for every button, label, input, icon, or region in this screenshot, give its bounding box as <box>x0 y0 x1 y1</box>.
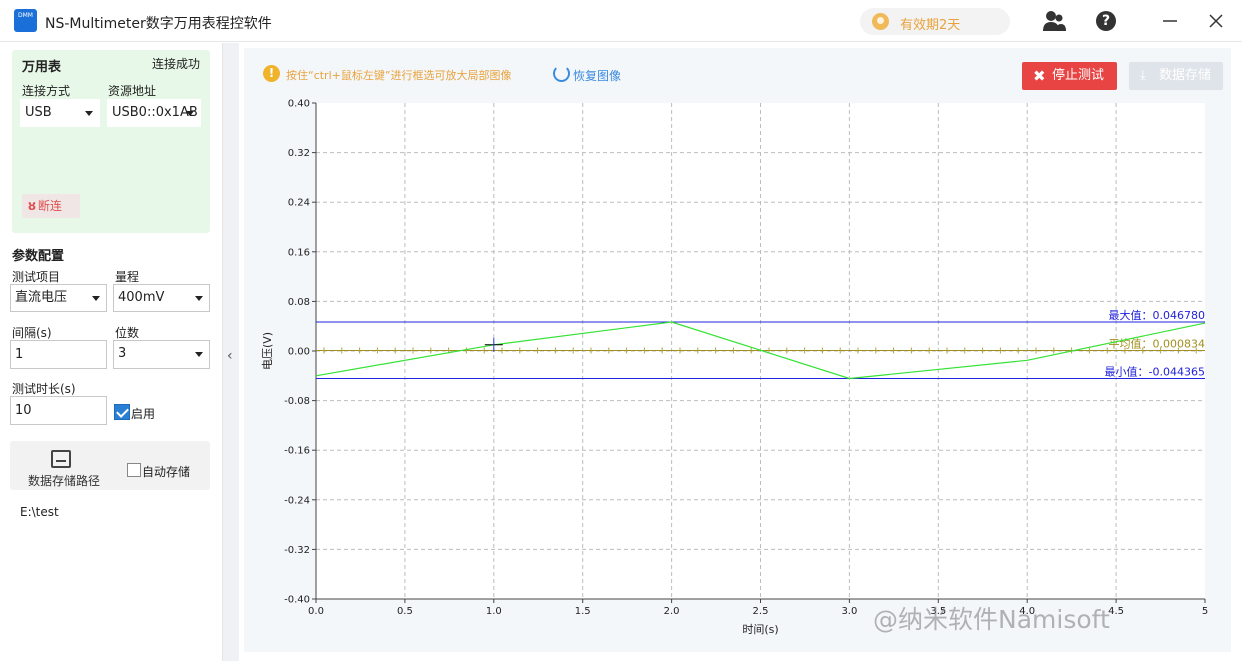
params-title: 参数配置 <box>12 249 65 264</box>
voltage-chart[interactable]: 0.0 0.5 1.0 1.5 2.0 2.5 3.0 3.5 4.0 4.5 5 0.40 0.32 0… <box>244 96 1224 644</box>
range-select[interactable]: 400mV <box>113 284 210 312</box>
license-text: 有效期2天 <box>900 18 961 33</box>
chevron-down-icon <box>195 352 203 357</box>
connection-method-value: USB <box>25 105 52 120</box>
app-title: NS-Multimeter数字万用表程控软件 <box>45 16 272 32</box>
y-tick-label: -0.08 <box>284 396 310 407</box>
chevron-down-icon <box>85 111 93 116</box>
x-tick-label: 1.0 <box>486 606 502 617</box>
voltage-series-line <box>315 321 1206 380</box>
enable-checkbox[interactable] <box>114 404 130 420</box>
reference-label: 最小值：-0.044365 <box>1105 366 1205 379</box>
x-tick-label: 4.0 <box>1019 606 1035 617</box>
chevron-down-icon <box>195 296 203 301</box>
y-tick-label: 0.08 <box>288 297 310 308</box>
interval-input[interactable]: 1 <box>10 340 107 369</box>
storage-path: E:\test <box>20 505 59 519</box>
y-tick-label: 0.24 <box>288 198 310 209</box>
x-axis-label: 时间(s) <box>742 623 778 636</box>
stop-test-label: 停止测试 <box>1052 68 1105 83</box>
y-tick-label: 0.16 <box>288 247 310 258</box>
medal-icon <box>872 13 889 30</box>
close-icon: ✖ <box>1033 67 1046 85</box>
storage-path-button[interactable]: 数据存储路径 <box>28 474 101 488</box>
refresh-icon[interactable] <box>553 65 570 82</box>
range-label: 量程 <box>115 270 140 284</box>
digits-value: 3 <box>118 346 127 361</box>
x-tick-label: 3.0 <box>841 606 857 617</box>
digits-label: 位数 <box>115 326 140 340</box>
x-tick-label: 5 <box>1202 606 1208 617</box>
connection-status: 连接成功 <box>151 57 200 71</box>
save-data-label: 数据存储 <box>1159 68 1212 83</box>
disconnect-button[interactable]: ȣ 断连 <box>22 194 80 218</box>
app-logo-icon: DMM <box>14 9 37 32</box>
digits-select[interactable]: 3 <box>113 340 210 369</box>
x-tick-label: 3.5 <box>930 606 946 617</box>
license-badge[interactable]: 有效期2天 <box>860 8 1010 35</box>
chevron-down-icon <box>92 296 100 301</box>
y-tick-label: -0.16 <box>284 446 310 457</box>
reference-label: 平均值：0.000834 <box>1109 337 1206 350</box>
duration-label: 测试时长(s) <box>12 382 76 396</box>
connection-method-label: 连接方式 <box>22 84 71 98</box>
save-disk-icon[interactable] <box>51 450 71 468</box>
unlink-icon: ȣ <box>28 199 36 213</box>
multimeter-panel: 万用表 连接成功 连接方式 资源地址 USB USB0::0x1AB ȣ 断连 <box>12 50 210 233</box>
x-tick-label: 2.5 <box>753 606 769 617</box>
user-icon[interactable] <box>1042 10 1066 32</box>
save-data-button[interactable]: ⤓ 数据存储 <box>1129 62 1223 90</box>
help-icon[interactable]: ? <box>1096 11 1116 31</box>
range-value: 400mV <box>118 290 165 305</box>
storage-panel: 数据存储路径 自动存储 <box>10 441 210 490</box>
test-item-select[interactable]: 直流电压 <box>10 284 107 312</box>
minimize-icon[interactable] <box>1158 10 1182 32</box>
x-tick-label: 1.5 <box>575 606 591 617</box>
restore-image-button[interactable]: 恢复图像 <box>573 69 622 83</box>
stop-test-button[interactable]: ✖ 停止测试 <box>1022 62 1117 90</box>
y-tick-label: -0.24 <box>284 495 310 506</box>
connection-method-select[interactable]: USB <box>20 99 100 127</box>
title-bar: DMM NS-Multimeter数字万用表程控软件 有效期2天 ? <box>0 0 1242 42</box>
test-item-value: 直流电压 <box>15 290 68 305</box>
reference-label: 最大值：0.046780 <box>1109 308 1206 322</box>
x-tick-label: 0.5 <box>397 606 413 617</box>
resource-address-value: USB0::0x1AB <box>112 105 198 120</box>
y-tick-label: 0.40 <box>288 99 310 110</box>
interval-label: 间隔(s) <box>12 326 52 340</box>
y-tick-label: 0.00 <box>288 347 310 358</box>
chevron-left-icon[interactable]: ‹ <box>227 348 233 364</box>
auto-save-label: 自动存储 <box>142 465 191 479</box>
x-tick-label: 4.5 <box>1108 606 1124 617</box>
resource-address-label: 资源地址 <box>108 84 157 98</box>
download-icon: ⤓ <box>1140 68 1146 83</box>
y-tick-label: -0.40 <box>284 595 310 606</box>
test-item-label: 测试项目 <box>12 270 61 284</box>
close-icon[interactable] <box>1204 10 1228 32</box>
enable-label: 启用 <box>131 407 156 421</box>
warning-icon: ! <box>263 65 280 82</box>
zoom-hint: 按住“ctrl+鼠标左键”进行框选可放大局部图像 <box>286 69 512 82</box>
duration-input[interactable]: 10 <box>10 396 107 425</box>
y-tick-label: -0.32 <box>284 545 310 556</box>
multimeter-title: 万用表 <box>22 60 62 75</box>
auto-save-checkbox[interactable] <box>127 463 141 477</box>
watermark: @纳米软件Namisoft <box>873 605 1110 634</box>
chevron-down-icon <box>186 111 194 116</box>
resource-address-select[interactable]: USB0::0x1AB <box>107 99 201 127</box>
x-tick-label: 2.0 <box>664 606 680 617</box>
disconnect-label: 断连 <box>37 199 62 213</box>
x-tick-label: 0.0 <box>308 606 324 617</box>
sidebar-splitter[interactable]: ‹ <box>222 43 239 661</box>
y-tick-label: 0.32 <box>288 148 310 159</box>
sidebar: 万用表 连接成功 连接方式 资源地址 USB USB0::0x1AB ȣ 断连 参… <box>0 43 222 661</box>
y-axis-label: 电压(V) <box>261 332 274 370</box>
